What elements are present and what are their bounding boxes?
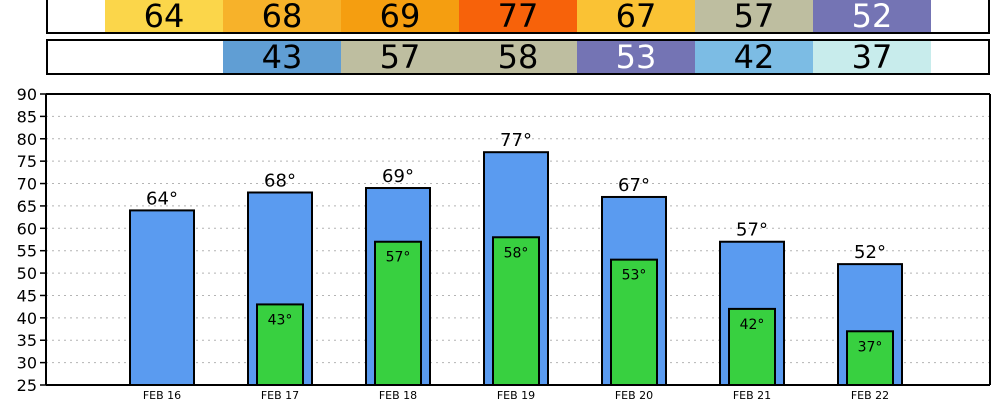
high-temp-label: 57°	[736, 220, 768, 241]
y-tick-label: 75	[17, 152, 37, 171]
low-cell-value: 53	[615, 38, 657, 76]
low-cell-value: 57	[379, 38, 421, 76]
high-temp-label: 64°	[146, 188, 178, 209]
y-tick-label: 60	[17, 219, 37, 238]
high-temp-label: 69°	[382, 166, 414, 187]
x-tick-label: FEB 18	[379, 389, 417, 400]
high-cell-value: 52	[851, 0, 893, 35]
x-tick-label: FEB 21	[733, 389, 771, 400]
low-temp-label: 43°	[268, 312, 293, 328]
y-tick-label: 40	[17, 309, 37, 328]
high-temp-label: 52°	[854, 242, 886, 263]
y-tick-label: 85	[17, 107, 37, 126]
high-cell: 68	[223, 0, 341, 35]
y-tick-label: 45	[17, 286, 37, 305]
low-temp-bar	[256, 303, 304, 386]
low-temp-strip: 43 57 58 53 42 37	[46, 38, 990, 76]
low-temp-label: 58°	[504, 245, 529, 261]
high-cell: 57	[695, 0, 813, 35]
high-cell: 64	[105, 0, 223, 35]
y-tick-label: 90	[17, 85, 37, 104]
high-cell: 77	[459, 0, 577, 35]
low-cell: 57	[341, 38, 459, 76]
x-tick-label: FEB 19	[497, 389, 535, 400]
low-cell-value: 42	[733, 38, 775, 76]
high-temp-label: 77°	[500, 130, 532, 151]
y-tick-label: 35	[17, 331, 37, 350]
high-cell: 67	[577, 0, 695, 35]
y-tick-label: 55	[17, 242, 37, 261]
y-tick-label: 30	[17, 354, 37, 373]
x-tick-label: FEB 16	[143, 389, 181, 400]
high-temp-bar	[129, 209, 195, 386]
low-temp-label: 37°	[858, 339, 883, 355]
low-cell: 58	[459, 38, 577, 76]
low-cell-value: 37	[851, 38, 893, 76]
low-cell: 42	[695, 38, 813, 76]
y-tick-label: 65	[17, 197, 37, 216]
x-tick-label: FEB 17	[261, 389, 299, 400]
low-temp-label: 53°	[622, 268, 647, 284]
y-tick-label: 70	[17, 175, 37, 194]
y-tick-label: 80	[17, 130, 37, 149]
low-cell: 53	[577, 38, 695, 76]
high-cell: 52	[813, 0, 931, 35]
y-tick-label: 25	[17, 376, 37, 395]
high-cell-value: 64	[143, 0, 185, 35]
low-cell: 43	[223, 38, 341, 76]
high-cell-value: 57	[733, 0, 775, 35]
high-temp-label: 68°	[264, 170, 296, 191]
high-cell-value: 67	[615, 0, 657, 35]
y-tick-label: 50	[17, 264, 37, 283]
high-cell: 69	[341, 0, 459, 35]
x-tick-label: FEB 20	[615, 389, 653, 400]
low-cell-value: 43	[261, 38, 303, 76]
low-temp-label: 57°	[386, 250, 411, 266]
low-cell: 37	[813, 38, 931, 76]
low-temp-label: 42°	[740, 317, 765, 333]
low-cell-value: 58	[497, 38, 539, 76]
high-temp-strip: 64 68 69 77 67 57 52	[46, 0, 990, 35]
high-temp-label: 67°	[618, 175, 650, 196]
x-tick-label: FEB 22	[851, 389, 889, 400]
high-cell-value: 69	[379, 0, 421, 35]
high-cell-value: 68	[261, 0, 303, 35]
high-cell-value: 77	[497, 0, 539, 35]
